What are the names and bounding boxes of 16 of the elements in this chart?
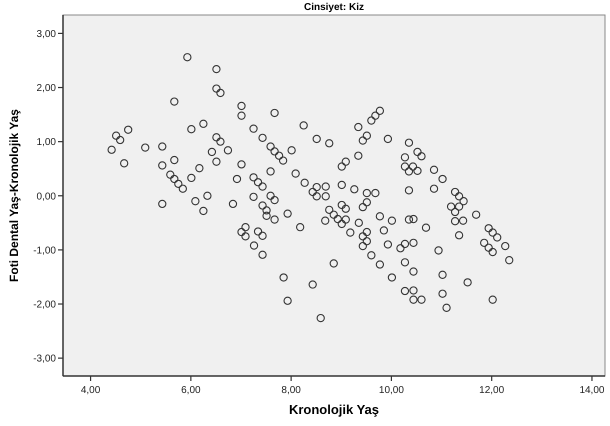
y-tick-label: 1,00 bbox=[36, 137, 56, 148]
y-tick-label: 2,00 bbox=[36, 83, 56, 94]
x-tick-label: 6,00 bbox=[181, 385, 202, 396]
x-tick-label: 8,00 bbox=[281, 385, 302, 396]
y-tick-label: -3,00 bbox=[33, 354, 56, 365]
x-tick-label: 14,00 bbox=[579, 385, 605, 396]
y-tick-label: 3,00 bbox=[36, 28, 56, 40]
y-tick-label: 0,00 bbox=[36, 191, 56, 202]
y-tick-label: -1,00 bbox=[33, 245, 56, 256]
y-axis-title: Foti Dental Yaş-Kronolojik Yaş bbox=[7, 108, 21, 282]
x-tick-label: 4,00 bbox=[80, 385, 101, 396]
x-tick-label: 10,00 bbox=[378, 385, 404, 396]
chart-title: Cinsiyet: Kiz bbox=[304, 2, 364, 13]
x-tick-label: 12,00 bbox=[479, 385, 505, 396]
x-axis-title: Kronolojik Yaş bbox=[288, 402, 380, 417]
y-tick-label: -2,00 bbox=[33, 300, 56, 311]
